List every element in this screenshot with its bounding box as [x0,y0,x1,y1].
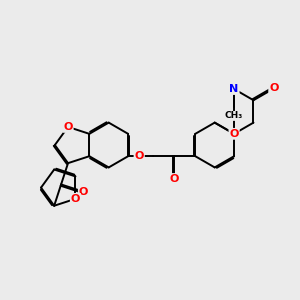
Text: O: O [134,151,144,161]
Text: N: N [230,84,239,94]
Text: CH₃: CH₃ [225,111,243,120]
Text: O: O [79,187,88,197]
Text: O: O [230,129,239,139]
Text: O: O [71,194,80,204]
Text: O: O [269,83,278,94]
Text: O: O [63,122,73,132]
Text: O: O [169,174,179,184]
